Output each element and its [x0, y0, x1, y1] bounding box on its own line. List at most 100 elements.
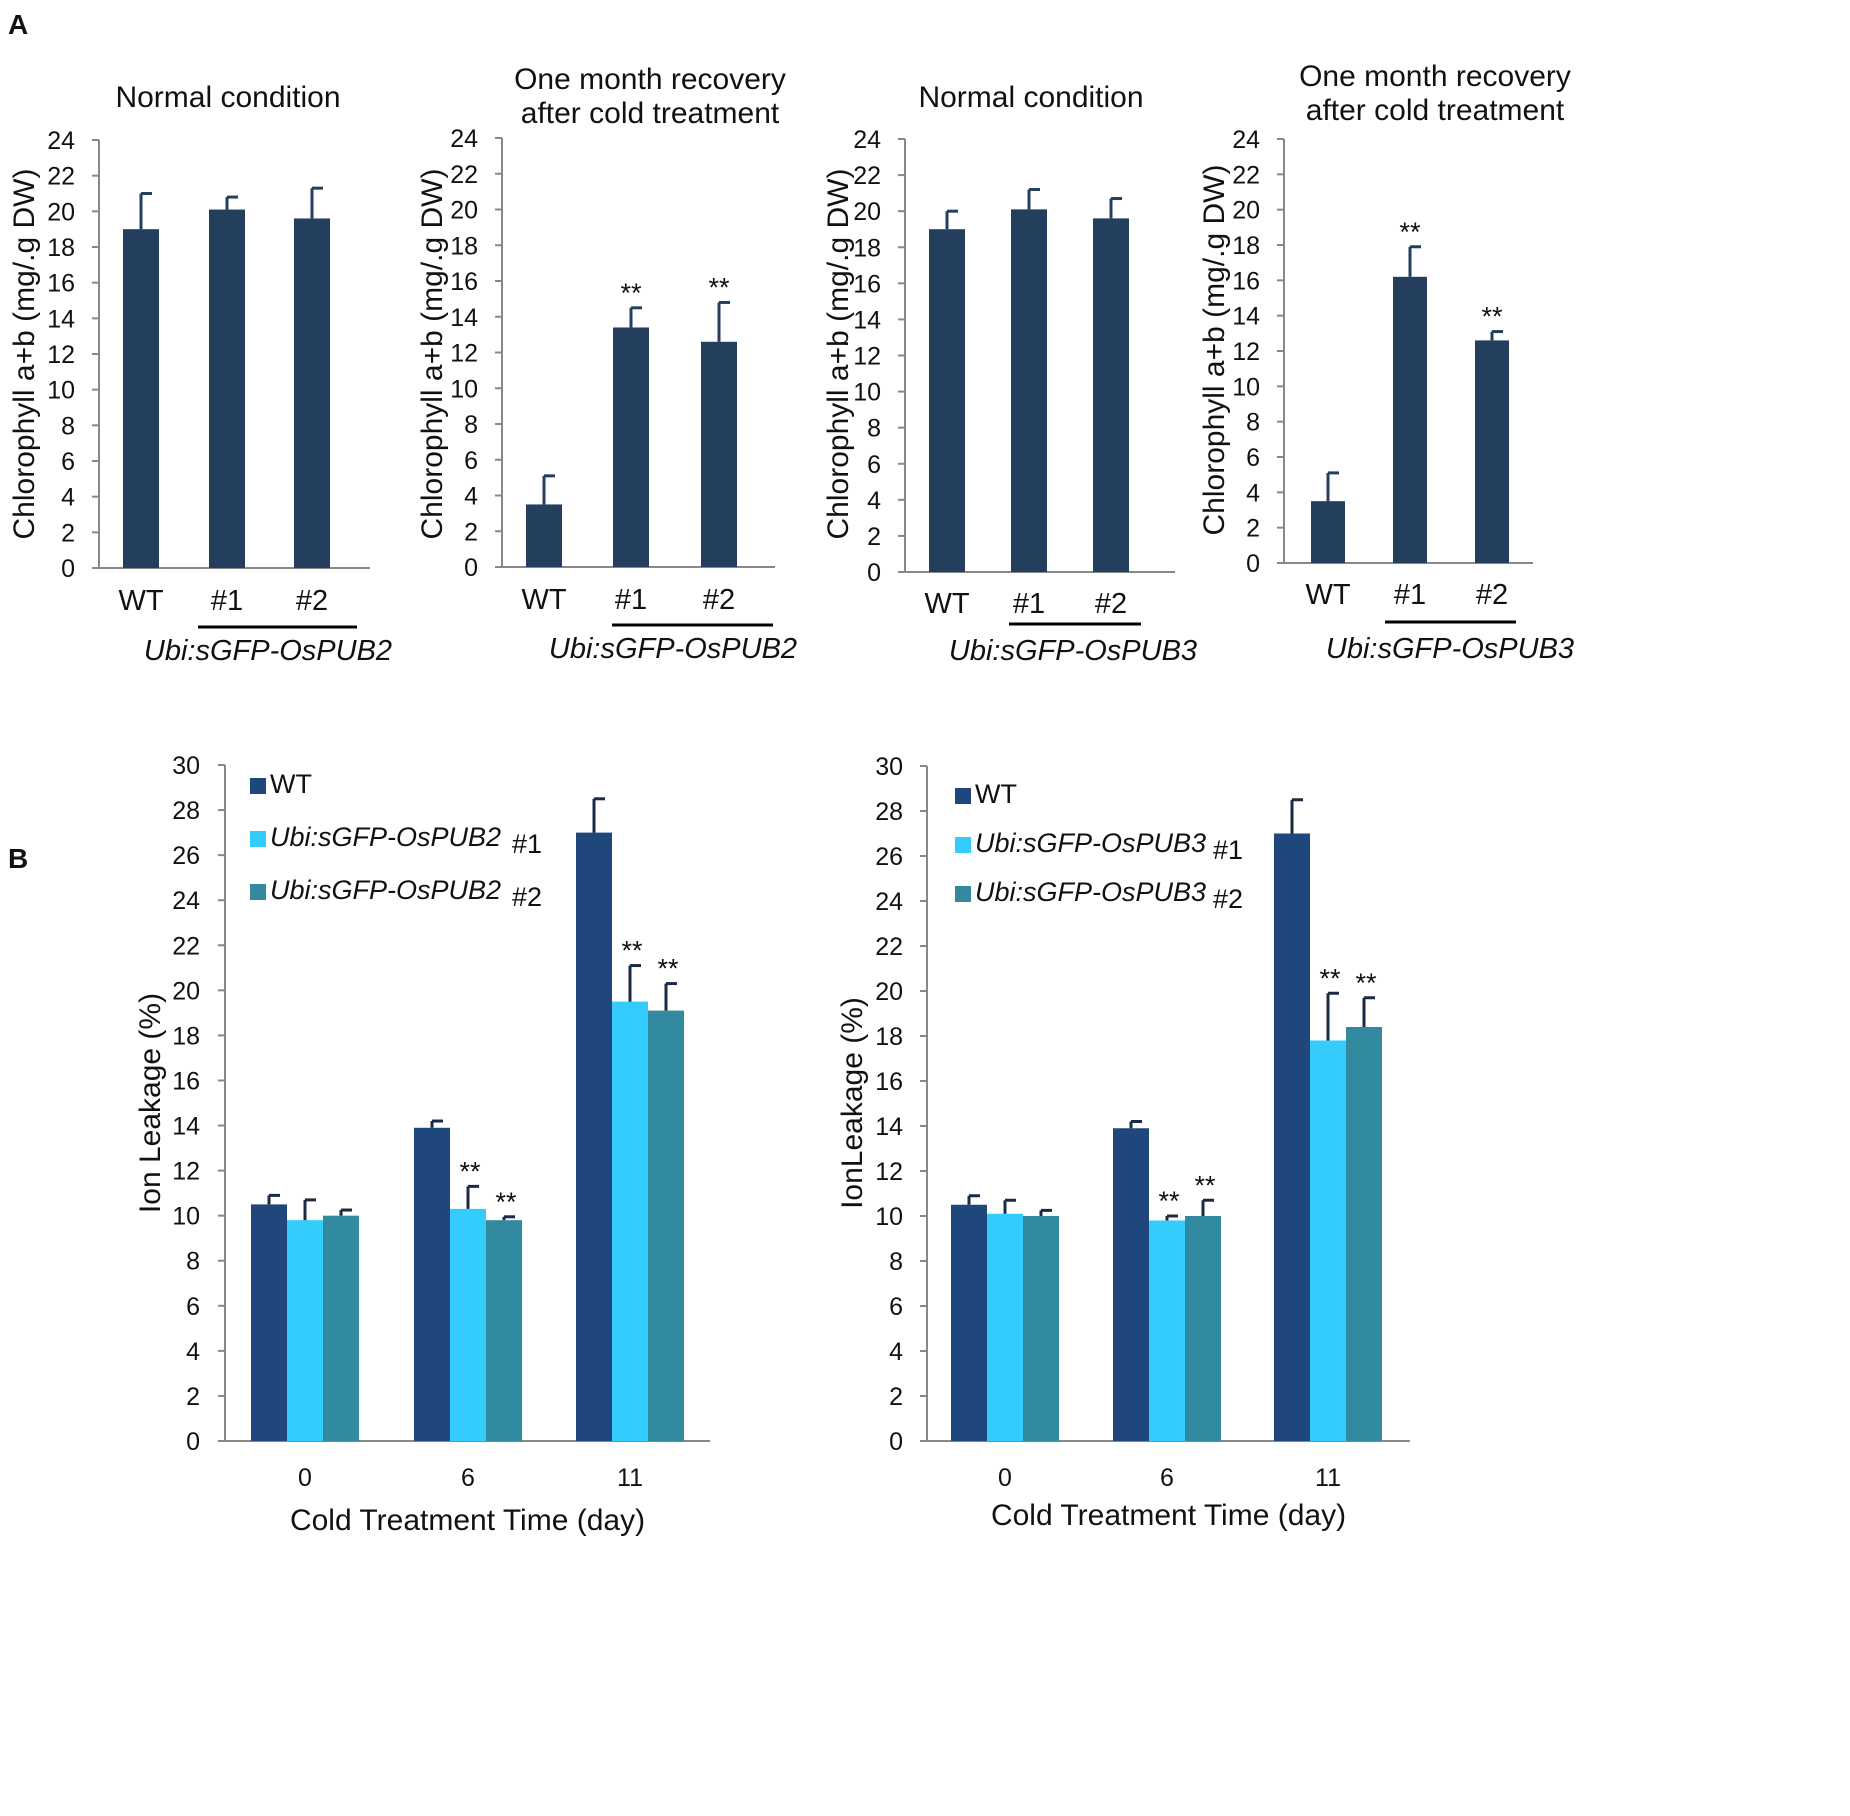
chart-title: Normal condition: [115, 81, 340, 114]
significance-mark: **: [1319, 963, 1341, 993]
y-tick-label: 18: [172, 1022, 200, 1050]
y-tick-label: 0: [889, 1428, 903, 1456]
panel-label-b: B: [8, 843, 28, 874]
y-tick-label: 14: [875, 1113, 903, 1141]
y-tick-label: 14: [450, 304, 478, 332]
bar-series2-day11: [1310, 1040, 1346, 1441]
y-tick-label: 22: [1232, 161, 1260, 189]
legend-label: WT: [270, 769, 312, 799]
y-tick-label: 12: [875, 1158, 903, 1186]
legend-label-name: Ubi:sGFP-OsPUB2: [270, 822, 501, 852]
y-tick-label: 20: [875, 978, 903, 1006]
y-tick-label: 2: [186, 1383, 200, 1411]
legend-line-number: #1: [512, 829, 542, 859]
y-tick-label: 6: [61, 448, 75, 476]
y-tick-label: 12: [450, 340, 478, 368]
x-category-label: #2: [1476, 579, 1508, 611]
legend-swatch: [250, 831, 266, 847]
y-tick-label: 0: [61, 555, 75, 583]
y-tick-label: 0: [1246, 550, 1260, 578]
y-tick-label: 18: [1232, 232, 1260, 260]
y-tick-label: 4: [61, 484, 75, 512]
bar-line1: [1393, 276, 1427, 563]
significance-mark: **: [1355, 968, 1377, 998]
x-category-label: #1: [1394, 579, 1426, 611]
y-tick-label: 4: [464, 483, 478, 511]
legend-label-name: Ubi:sGFP-OsPUB2: [270, 875, 501, 905]
y-tick-label: 16: [1232, 267, 1260, 295]
bar-line2: [701, 341, 737, 567]
y-tick-label: 8: [889, 1248, 903, 1276]
chart-title-line: One month recovery: [1299, 60, 1571, 93]
y-tick-label: 16: [172, 1067, 200, 1095]
y-tick-label: 22: [853, 162, 881, 190]
y-tick-label: 6: [186, 1293, 200, 1321]
y-tick-label: 14: [47, 305, 75, 333]
y-tick-label: 2: [889, 1383, 903, 1411]
y-tick-label: 4: [186, 1338, 200, 1366]
y-tick-label: 28: [172, 797, 200, 825]
x-axis-label: Cold Treatment Time (day): [290, 1504, 645, 1537]
y-tick-label: 30: [172, 752, 200, 780]
y-tick-label: 16: [450, 268, 478, 296]
significance-mark: **: [621, 936, 643, 966]
y-tick-label: 22: [172, 932, 200, 960]
y-tick-label: 8: [186, 1248, 200, 1276]
group-label: Ubi:sGFP-OsPUB3: [1326, 633, 1574, 665]
y-axis-label: Chlorophyll a+b (mg/.g DW): [8, 169, 41, 540]
y-axis-label: Ion Leakage (%): [134, 993, 167, 1213]
y-tick-label: 2: [61, 519, 75, 547]
bar-series1-day6: [1113, 1128, 1149, 1441]
bar-WT: [123, 229, 159, 568]
y-tick-label: 20: [47, 198, 75, 226]
y-tick-label: 6: [867, 451, 881, 479]
x-category-label: WT: [118, 585, 163, 617]
legend-label: Ubi:sGFP-OsPUB3: [975, 828, 1206, 858]
x-category-label: 0: [298, 1464, 312, 1492]
y-tick-label: 6: [889, 1293, 903, 1321]
significance-mark: **: [459, 1156, 481, 1186]
y-tick-label: 22: [47, 163, 75, 191]
significance-mark: **: [620, 278, 642, 308]
chart-a3: Normal condition024681012141618202224Chl…: [822, 81, 1197, 667]
y-tick-label: 14: [853, 306, 881, 334]
legend-label: Ubi:sGFP-OsPUB2: [270, 822, 501, 852]
y-tick-label: 10: [853, 379, 881, 407]
bar-series3-day11: [1346, 1027, 1382, 1441]
y-axis-label: Chlorophyll a+b (mg/.g DW): [822, 169, 855, 540]
legend-swatch: [955, 837, 971, 853]
y-tick-label: 18: [47, 234, 75, 262]
bar-line2: [1093, 218, 1129, 572]
x-category-label: #2: [1095, 588, 1127, 620]
legend-label-name: Ubi:sGFP-OsPUB3: [975, 877, 1206, 907]
y-tick-label: 20: [1232, 197, 1260, 225]
significance-mark: **: [1481, 302, 1503, 332]
significance-mark: **: [1194, 1170, 1216, 1200]
x-category-label: 6: [1160, 1464, 1174, 1492]
legend-swatch: [250, 884, 266, 900]
y-tick-label: 20: [853, 198, 881, 226]
bar-series2-day0: [987, 1213, 1023, 1441]
x-category-label: #1: [211, 585, 243, 617]
legend-line-number: #2: [512, 882, 542, 912]
significance-mark: **: [1158, 1186, 1180, 1216]
y-tick-label: 6: [464, 447, 478, 475]
chart-title-line: after cold treatment: [521, 97, 780, 130]
bar-series1-day11: [576, 832, 612, 1441]
y-tick-label: 10: [172, 1203, 200, 1231]
chart-title-line: One month recovery: [514, 63, 786, 96]
y-tick-label: 8: [61, 412, 75, 440]
x-category-label: 0: [998, 1464, 1012, 1492]
y-tick-label: 16: [47, 270, 75, 298]
legend-swatch: [955, 886, 971, 902]
significance-mark: **: [495, 1187, 517, 1217]
bar-series1-day6: [414, 1127, 450, 1441]
significance-mark: **: [708, 272, 730, 302]
x-category-label: #2: [296, 585, 328, 617]
x-axis-label: Cold Treatment Time (day): [991, 1499, 1346, 1532]
legend-label-name: WT: [975, 779, 1017, 809]
bar-line1: [1011, 209, 1047, 573]
